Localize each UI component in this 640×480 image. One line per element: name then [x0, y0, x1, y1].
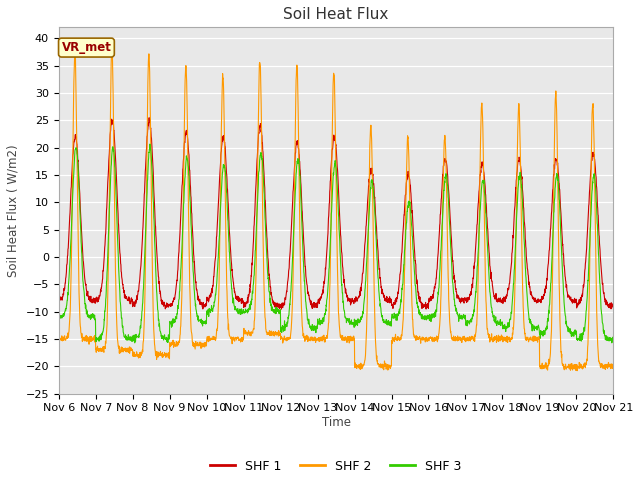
SHF 2 [577, 364, 584, 370]
SHF 1 [609, 305, 617, 311]
SHF 3 [55, 314, 63, 320]
Line: SHF 1: SHF 1 [59, 118, 613, 309]
SHF 3 [146, 141, 154, 147]
SHF 2 [210, 336, 218, 342]
SHF 3 [498, 319, 506, 325]
Line: SHF 2: SHF 2 [59, 51, 613, 371]
SHF 3 [365, 221, 372, 227]
SHF 1 [145, 115, 153, 120]
SHF 2 [561, 364, 568, 370]
SHF 3 [210, 303, 218, 309]
SHF 1 [353, 295, 360, 301]
SHF 1 [561, 269, 569, 275]
SHF 3 [561, 309, 569, 314]
Y-axis label: Soil Heat Flux ( W/m2): Soil Heat Flux ( W/m2) [7, 144, 20, 277]
SHF 2 [353, 365, 360, 371]
SHF 3 [609, 336, 617, 341]
SHF 3 [353, 319, 360, 325]
SHF 1 [55, 297, 63, 302]
SHF 2 [55, 336, 63, 341]
SHF 1 [278, 306, 285, 312]
SHF 2 [108, 48, 116, 54]
Legend: SHF 1, SHF 2, SHF 3: SHF 1, SHF 2, SHF 3 [205, 455, 467, 478]
SHF 2 [609, 363, 617, 369]
SHF 3 [577, 331, 584, 336]
SHF 1 [210, 274, 218, 279]
SHF 2 [573, 368, 581, 373]
SHF 1 [498, 299, 506, 304]
X-axis label: Time: Time [321, 416, 351, 429]
SHF 1 [577, 300, 584, 306]
SHF 3 [131, 340, 139, 346]
SHF 2 [364, 241, 372, 247]
SHF 2 [497, 332, 505, 338]
Line: SHF 3: SHF 3 [59, 144, 613, 343]
Title: Soil Heat Flux: Soil Heat Flux [284, 7, 388, 22]
SHF 1 [365, 183, 372, 189]
Text: VR_met: VR_met [61, 41, 111, 54]
